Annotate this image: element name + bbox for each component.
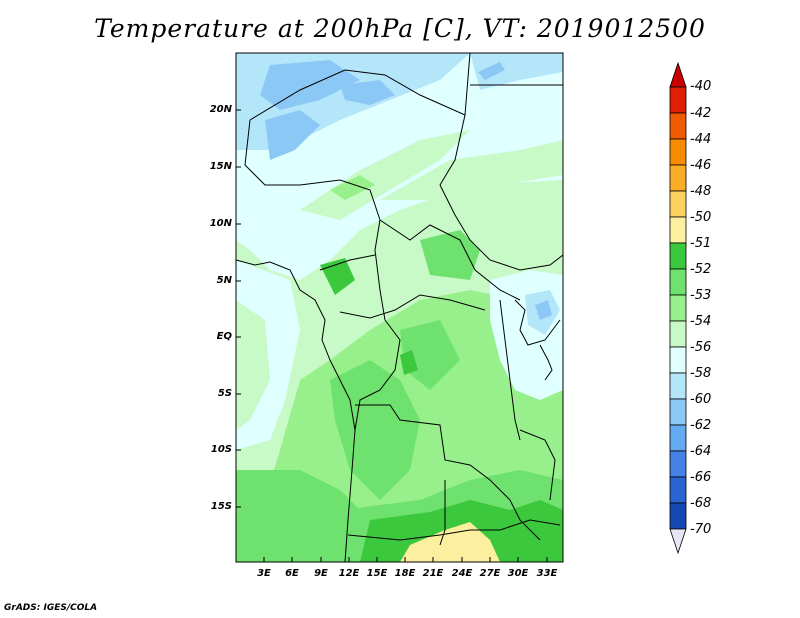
colorbar-box: [669, 372, 687, 400]
colorbar-label: -62: [690, 418, 712, 433]
lon-label-3e: 3E: [257, 568, 271, 579]
colorbar: [669, 61, 687, 555]
colorbar-box: [669, 346, 687, 374]
lon-label-15e: 15E: [366, 568, 388, 579]
colorbar-label: -42: [690, 106, 712, 121]
colorbar-label: -64: [690, 444, 712, 459]
colorbar-label: -60: [690, 392, 712, 407]
map-title: Temperature at 200hPa [C], VT: 201901250…: [94, 14, 706, 43]
lat-label-15n: 15N: [209, 161, 232, 172]
lon-label-9e: 9E: [314, 568, 328, 579]
colorbar-label: -58: [690, 366, 712, 381]
lon-label-27e: 27E: [479, 568, 501, 579]
colorbar-box: [669, 268, 687, 296]
map-frame: [235, 52, 564, 563]
colorbar-label: -68: [690, 496, 712, 511]
lon-label-33e: 33E: [536, 568, 558, 579]
colorbar-box: [669, 424, 687, 452]
credit-text: GrADS: IGES/COLA: [4, 603, 98, 613]
colorbar-label: -44: [690, 132, 712, 147]
colorbar-label: -52: [690, 262, 712, 277]
colorbar-label: -46: [690, 158, 712, 173]
colorbar-box: [669, 86, 687, 114]
lon-label-21e: 21E: [422, 568, 444, 579]
lon-label-24e: 24E: [451, 568, 473, 579]
colorbar-max-arrow: [669, 61, 687, 88]
colorbar-box: [669, 112, 687, 140]
colorbar-label: -51: [690, 236, 712, 251]
lon-label-30e: 30E: [507, 568, 529, 579]
colorbar-box: [669, 320, 687, 348]
colorbar-min-arrow: [669, 528, 687, 555]
colorbar-label: -70: [690, 522, 712, 537]
colorbar-label: -54: [690, 314, 712, 329]
lat-label-eq: EQ: [216, 331, 232, 342]
lon-label-18e: 18E: [394, 568, 416, 579]
colorbar-box: [669, 502, 687, 530]
lat-label-15s: 15S: [210, 501, 232, 512]
lat-label-5s: 5S: [217, 388, 232, 399]
colorbar-box: [669, 476, 687, 504]
colorbar-box: [669, 164, 687, 192]
lon-label-6e: 6E: [285, 568, 299, 579]
colorbar-box: [669, 242, 687, 270]
country-borders: [236, 53, 563, 562]
colorbar-box: [669, 450, 687, 478]
lon-label-12e: 12E: [338, 568, 360, 579]
colorbar-box: [669, 398, 687, 426]
colorbar-label: -48: [690, 184, 712, 199]
colorbar-label: -56: [690, 340, 712, 355]
lat-label-20n: 20N: [209, 104, 232, 115]
colorbar-box: [669, 190, 687, 218]
lat-label-10n: 10N: [209, 218, 232, 229]
colorbar-box: [669, 138, 687, 166]
colorbar-label: -53: [690, 288, 712, 303]
colorbar-box: [669, 216, 687, 244]
lat-label-10s: 10S: [210, 444, 232, 455]
colorbar-label: -40: [690, 79, 712, 94]
lat-label-5n: 5N: [216, 275, 232, 286]
colorbar-box: [669, 294, 687, 322]
colorbar-label: -66: [690, 470, 712, 485]
colorbar-label: -50: [690, 210, 712, 225]
